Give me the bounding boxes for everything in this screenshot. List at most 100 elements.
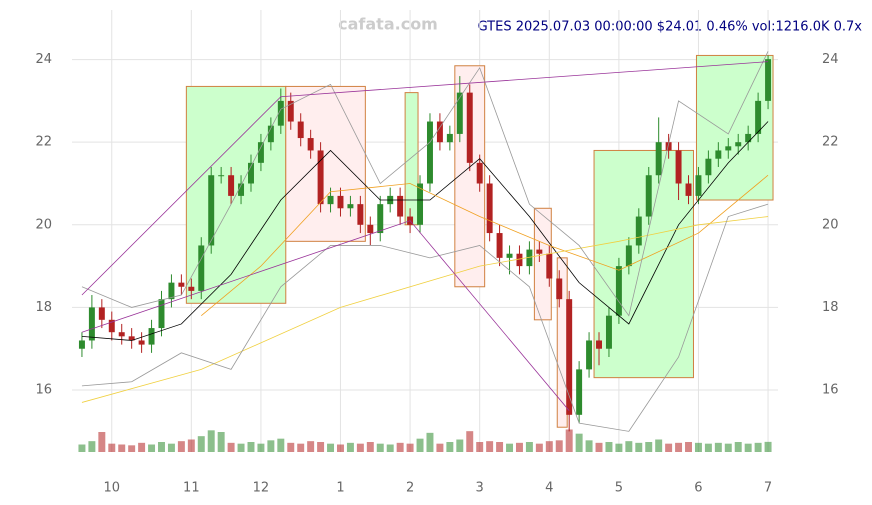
y-tick-label: 20 <box>822 217 839 232</box>
x-tick-label: 12 <box>253 481 270 496</box>
candle-body <box>566 299 573 415</box>
candle-body <box>645 175 652 217</box>
volume-bar <box>515 442 523 452</box>
volume-bar <box>217 432 225 452</box>
candle-body <box>78 340 85 349</box>
candle-body <box>745 133 752 143</box>
volume-bar <box>237 443 245 452</box>
candle-body <box>705 158 712 176</box>
volume-bar <box>535 443 543 452</box>
candle-body <box>546 253 553 279</box>
y-tick-label: 22 <box>35 135 52 150</box>
candle-body <box>655 142 662 176</box>
volume-bar <box>506 443 514 452</box>
candle-body <box>715 150 722 159</box>
volume-bar <box>565 429 573 452</box>
volume-bar <box>416 438 424 452</box>
candle-body <box>188 286 195 291</box>
overlay-line <box>81 51 769 317</box>
volume-bar <box>187 439 195 452</box>
candle-body <box>466 92 473 163</box>
watermark: cafata.com <box>338 15 438 34</box>
volume-bar <box>287 442 295 452</box>
candle-body <box>337 195 344 209</box>
candle-body <box>98 307 105 320</box>
candle-body <box>367 224 374 234</box>
volume-bar <box>456 439 464 452</box>
volume-bar <box>734 442 742 452</box>
volume-bar <box>247 442 255 452</box>
volume-bar <box>625 441 633 452</box>
candle-body <box>297 121 304 139</box>
candle-body <box>357 204 364 225</box>
candle-body <box>218 175 225 177</box>
volume-bar <box>167 443 175 452</box>
volume-bar <box>694 442 702 452</box>
candle-body <box>148 328 155 345</box>
candle-body <box>228 175 235 196</box>
candle-body <box>397 195 404 217</box>
candle-body <box>138 340 145 345</box>
volume-bar <box>744 443 752 452</box>
candle-body <box>257 142 264 163</box>
candle-body <box>506 253 513 258</box>
volume-bar <box>108 443 116 452</box>
candle-body <box>695 175 702 196</box>
volume-bar <box>486 441 494 452</box>
candle-body <box>486 183 493 234</box>
y-tick-label: 18 <box>822 300 839 315</box>
volume-bar <box>615 443 623 452</box>
volume-bar <box>366 442 374 452</box>
overlay-line <box>81 61 769 296</box>
volume-bar <box>78 444 86 452</box>
zone-box <box>285 85 366 242</box>
candle-body <box>725 146 732 151</box>
chart-title: GTES 2025.07.03 00:00:00 $24.01 0.46% vo… <box>478 20 863 35</box>
volume-bar <box>525 442 533 452</box>
volume-bar <box>426 432 434 452</box>
y-tick-label: 24 <box>822 52 839 67</box>
volume-bar <box>257 443 265 452</box>
y-tick-label: 18 <box>35 300 52 315</box>
y-tick-label: 22 <box>822 135 839 150</box>
x-tick-label: 4 <box>545 481 553 496</box>
candle-body <box>277 100 284 126</box>
candle-body <box>526 249 533 267</box>
candle-body <box>377 204 384 234</box>
volume-bar <box>635 442 643 452</box>
candle-body <box>675 150 682 184</box>
volume-bar <box>317 442 325 452</box>
volume-bar <box>197 436 205 452</box>
volume-bar <box>138 442 146 452</box>
x-tick-label: 6 <box>694 481 702 496</box>
candle-body <box>615 266 622 316</box>
volume-bar <box>446 442 454 452</box>
candle-body <box>168 282 175 300</box>
candle-body <box>456 92 463 134</box>
candle-body <box>108 319 115 333</box>
candle-body <box>287 100 294 122</box>
candle-body <box>238 183 245 196</box>
volume-bar <box>555 440 563 452</box>
overlay-line <box>81 220 570 411</box>
volume-bar <box>605 442 613 452</box>
volume-bar <box>754 442 762 452</box>
y-tick-label: 20 <box>35 217 52 232</box>
volume-bar <box>436 443 444 452</box>
volume-bar <box>386 444 394 452</box>
volume-bar <box>466 431 474 452</box>
y-tick-label: 24 <box>35 52 52 67</box>
candle-body <box>596 340 602 349</box>
volume-bar <box>148 444 156 452</box>
volume-bar <box>376 443 384 452</box>
candle-body <box>178 282 185 287</box>
candle-body <box>128 336 135 341</box>
volume-bar <box>307 441 315 452</box>
volume-bar <box>476 442 484 452</box>
x-tick-label: 2 <box>406 481 414 496</box>
overlay-line <box>81 121 769 341</box>
volume-bar <box>645 442 653 452</box>
candle-body <box>267 125 274 143</box>
x-tick-label: 7 <box>764 481 772 496</box>
